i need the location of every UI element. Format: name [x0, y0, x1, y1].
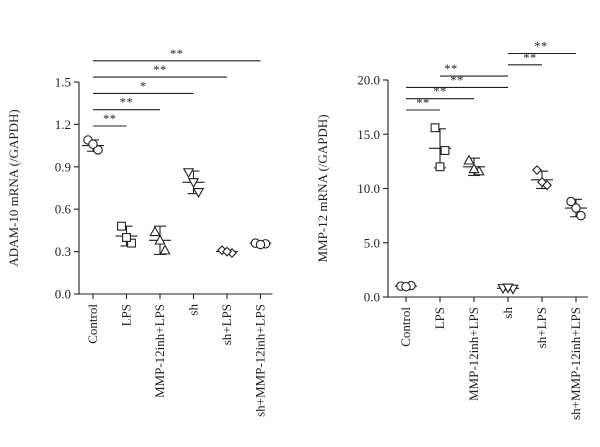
data-point: [255, 239, 266, 250]
data-point: [122, 233, 131, 242]
y-tick-label: 20.0: [357, 73, 380, 88]
y-tick-label: 0.9: [55, 159, 71, 174]
data-point: [182, 168, 195, 179]
data-point: [463, 154, 475, 165]
data-point: [537, 177, 547, 187]
data-point: [192, 187, 205, 199]
data-point: [571, 203, 581, 213]
significance-label: **: [534, 40, 548, 54]
y-axis-title: ADAM-10 mRNA (/GAPDH): [6, 109, 21, 266]
data-group: [82, 135, 104, 155]
data-point: [187, 178, 200, 189]
significance-label: **: [450, 73, 464, 87]
x-category-label: sh+LPS: [219, 304, 234, 345]
data-group: [115, 221, 138, 248]
y-tick-label: 0.0: [364, 290, 380, 305]
x-category-label: sh+MMP-12inh+LPS: [568, 307, 583, 420]
data-point: [440, 146, 450, 155]
x-category-label: LPS: [432, 307, 447, 329]
x-category-label: LPS: [119, 304, 134, 326]
significance-label: **: [120, 96, 134, 110]
x-category-label: MMP-12inh+LPS: [152, 304, 167, 398]
significance-label: **: [103, 112, 117, 126]
data-point: [88, 139, 98, 149]
x-category-label: sh: [500, 307, 515, 319]
data-point: [576, 210, 586, 221]
x-category-label: sh+LPS: [534, 307, 549, 348]
data-group: [182, 168, 205, 199]
data-point: [222, 246, 232, 257]
data-group: [531, 165, 553, 191]
y-axis-title: MMP-12 mRNA (/GAPDH): [315, 114, 330, 262]
data-group: [395, 280, 417, 292]
significance-label: *: [140, 79, 147, 93]
data-group: [249, 238, 272, 250]
significance-label: **: [444, 62, 458, 76]
adam10-panel: 0.0 0.3 0.6 0.9 1.2 1.5 ADAM-10 mRNA (/GAPDH) C…: [6, 47, 273, 417]
data-point: [566, 196, 576, 207]
x-category-label: Control: [85, 304, 100, 344]
data-group: [497, 283, 519, 295]
mmp12-panel: 0.0 5.0 10.0 15.0 20.0 MMP-12 mRNA (/GAPDH) Co…: [315, 40, 588, 420]
y-tick-label: 10.0: [357, 181, 380, 196]
data-group: [216, 245, 238, 258]
y-tick-label: 1.2: [55, 117, 71, 132]
data-point: [468, 163, 480, 174]
data-group: [149, 225, 171, 255]
data-group: [463, 154, 485, 177]
x-category-label: sh: [186, 304, 201, 316]
data-point: [127, 238, 136, 248]
y-tick-label: 15.0: [357, 127, 380, 142]
significance-label: **: [170, 47, 184, 61]
data-point: [149, 225, 161, 237]
data-point: [154, 234, 166, 245]
significance-label: **: [416, 96, 430, 110]
data-point: [502, 283, 514, 294]
data-point: [159, 244, 171, 255]
data-point: [430, 123, 440, 133]
y-tick-label: 5.0: [364, 235, 380, 250]
y-tick-label: 0.6: [55, 202, 72, 217]
data-point: [532, 165, 542, 176]
y-tick-label: 0.3: [55, 244, 71, 259]
data-point: [401, 281, 411, 292]
x-category-label: Control: [398, 307, 413, 347]
x-category-label: MMP-12inh+LPS: [466, 307, 481, 401]
significance-label: **: [153, 63, 167, 77]
significance-label: **: [523, 51, 537, 65]
data-group: [565, 196, 587, 221]
data-group: [429, 123, 451, 172]
y-tick-label: 1.5: [55, 75, 71, 90]
data-point: [435, 162, 445, 172]
significance-label: **: [433, 85, 447, 99]
data-point: [217, 245, 227, 256]
x-category-label: sh+MMP-12inh+LPS: [253, 304, 268, 417]
y-tick-label: 0.0: [55, 287, 71, 302]
data-point: [117, 221, 126, 231]
